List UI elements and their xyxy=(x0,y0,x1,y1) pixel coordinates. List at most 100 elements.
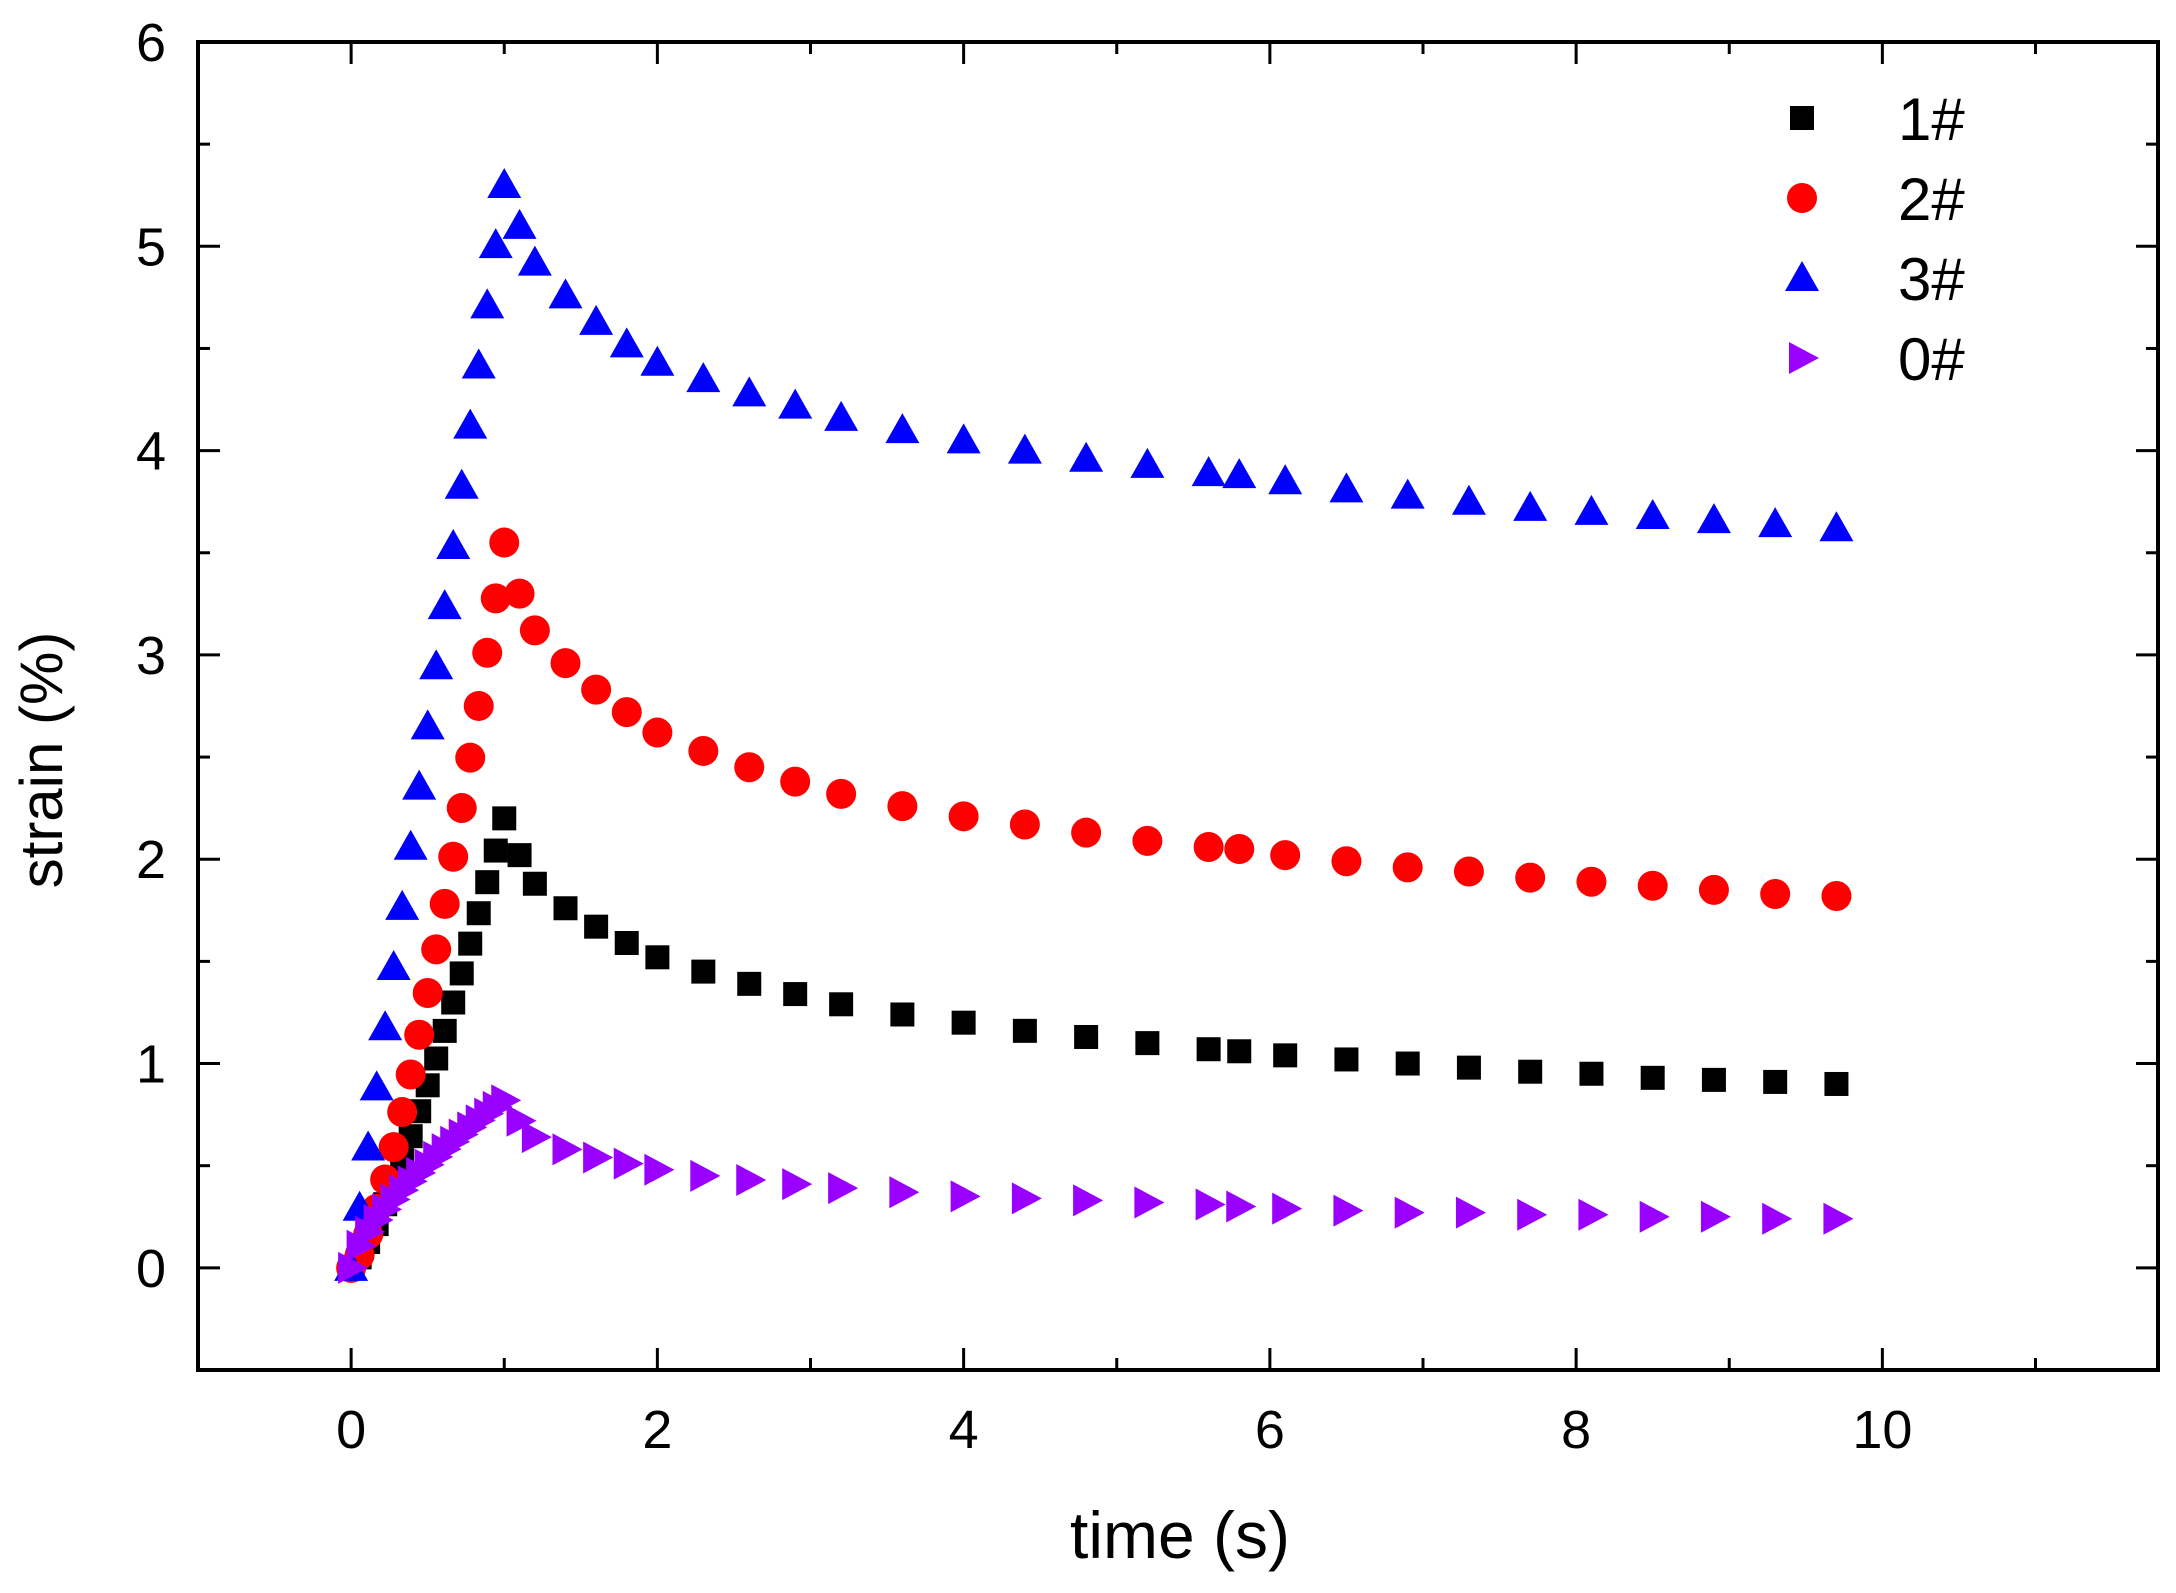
data-point-3 xyxy=(1390,478,1425,509)
y-tick-label: 2 xyxy=(136,830,166,890)
data-point-0 xyxy=(690,1159,721,1192)
y-axis-label: strain (%) xyxy=(8,632,75,889)
data-point-2 xyxy=(1515,862,1546,893)
data-point-3 xyxy=(548,278,583,309)
data-point-1 xyxy=(1227,1039,1252,1064)
data-point-2 xyxy=(1071,817,1102,848)
series-2 xyxy=(336,527,1852,1283)
data-point-0 xyxy=(506,1104,537,1137)
data-point-2 xyxy=(1698,874,1729,905)
data-point-3 xyxy=(885,413,920,444)
y-tick-label: 0 xyxy=(136,1239,166,1299)
data-point-0 xyxy=(338,1251,369,1284)
data-point-1 xyxy=(432,1018,457,1043)
data-point-2 xyxy=(611,697,642,728)
data-point-0 xyxy=(1823,1202,1854,1235)
data-point-0 xyxy=(491,1084,522,1117)
data-point-2 xyxy=(1392,852,1423,883)
series-3 xyxy=(334,168,1854,1281)
data-point-3 xyxy=(1329,472,1364,503)
data-point-2 xyxy=(581,674,612,705)
legend-marker-1 xyxy=(1790,106,1814,130)
data-point-0 xyxy=(1226,1190,1257,1223)
data-point-2 xyxy=(463,690,494,721)
legend-marker-3 xyxy=(1785,261,1819,291)
data-point-2 xyxy=(387,1097,418,1128)
data-point-0 xyxy=(1639,1200,1670,1233)
data-point-2 xyxy=(412,978,443,1009)
data-point-1 xyxy=(737,971,762,996)
data-point-1 xyxy=(584,914,609,939)
data-point-1 xyxy=(1334,1047,1359,1072)
legend-item-2: 2# xyxy=(1787,166,1965,233)
data-point-3 xyxy=(393,829,428,860)
data-point-2 xyxy=(438,841,469,872)
data-point-1 xyxy=(424,1046,449,1071)
series-1 xyxy=(339,806,1849,1280)
data-point-0 xyxy=(583,1141,614,1174)
data-point-3 xyxy=(487,168,522,199)
data-point-1 xyxy=(1074,1024,1099,1049)
x-tick-label: 0 xyxy=(336,1400,366,1460)
data-point-0 xyxy=(950,1180,981,1213)
data-point-1 xyxy=(1824,1071,1849,1096)
legend: 1# 2# 3# 0# xyxy=(1785,86,1965,393)
data-point-1 xyxy=(492,806,517,831)
data-point-3 xyxy=(824,400,859,431)
x-tick-label: 6 xyxy=(1255,1400,1285,1460)
data-point-1 xyxy=(1196,1037,1221,1062)
data-point-1 xyxy=(449,961,474,986)
data-point-2 xyxy=(887,791,918,822)
data-point-0 xyxy=(613,1147,644,1180)
data-point-2 xyxy=(504,578,535,609)
data-point-1 xyxy=(475,870,500,895)
data-point-3 xyxy=(385,889,420,920)
data-point-0 xyxy=(1394,1196,1425,1229)
data-point-3 xyxy=(1574,494,1609,525)
data-point-1 xyxy=(553,896,578,921)
data-point-2 xyxy=(1331,846,1362,877)
x-tick-label: 4 xyxy=(949,1400,979,1460)
legend-label: 0# xyxy=(1898,326,1965,393)
data-point-3 xyxy=(427,589,462,620)
data-point-2 xyxy=(826,778,857,809)
data-point-0 xyxy=(644,1153,675,1186)
data-point-2 xyxy=(688,735,719,766)
data-point-2 xyxy=(550,648,581,679)
data-point-0 xyxy=(552,1133,583,1166)
data-point-2 xyxy=(489,527,520,558)
y-tick-label: 5 xyxy=(136,217,166,277)
data-point-3 xyxy=(579,304,614,335)
data-point-3 xyxy=(946,423,981,454)
data-point-1 xyxy=(441,990,466,1015)
data-point-3 xyxy=(640,345,675,376)
legend-item-3: 3# xyxy=(1785,246,1965,313)
data-point-1 xyxy=(829,992,854,1017)
data-point-0 xyxy=(346,1229,377,1262)
data-point-0 xyxy=(1134,1186,1165,1219)
y-tick-label: 4 xyxy=(136,422,166,482)
data-point-3 xyxy=(478,228,513,259)
data-point-3 xyxy=(410,709,445,740)
data-point-3 xyxy=(444,468,479,499)
data-point-3 xyxy=(1758,507,1793,538)
data-point-1 xyxy=(1456,1055,1481,1080)
legend-item-0: 0# xyxy=(1789,326,1965,393)
data-point-0 xyxy=(1272,1192,1303,1225)
data-point-2 xyxy=(455,742,486,773)
data-point-1 xyxy=(783,982,808,1007)
data-point-0 xyxy=(828,1172,859,1205)
data-point-3 xyxy=(1007,433,1042,464)
data-point-3 xyxy=(470,288,505,319)
data-point-1 xyxy=(1701,1067,1726,1092)
data-point-1 xyxy=(507,843,532,868)
data-point-0 xyxy=(1700,1200,1731,1233)
data-point-2 xyxy=(519,615,550,646)
y-tick-label: 6 xyxy=(136,13,166,73)
data-point-3 xyxy=(686,362,721,393)
data-point-3 xyxy=(436,528,471,559)
data-point-0 xyxy=(1195,1188,1226,1221)
axes: 0 2 4 6 8 10 0 1 2 3 4 5 6 xyxy=(136,13,2160,1460)
x-tick-label: 2 xyxy=(642,1400,672,1460)
